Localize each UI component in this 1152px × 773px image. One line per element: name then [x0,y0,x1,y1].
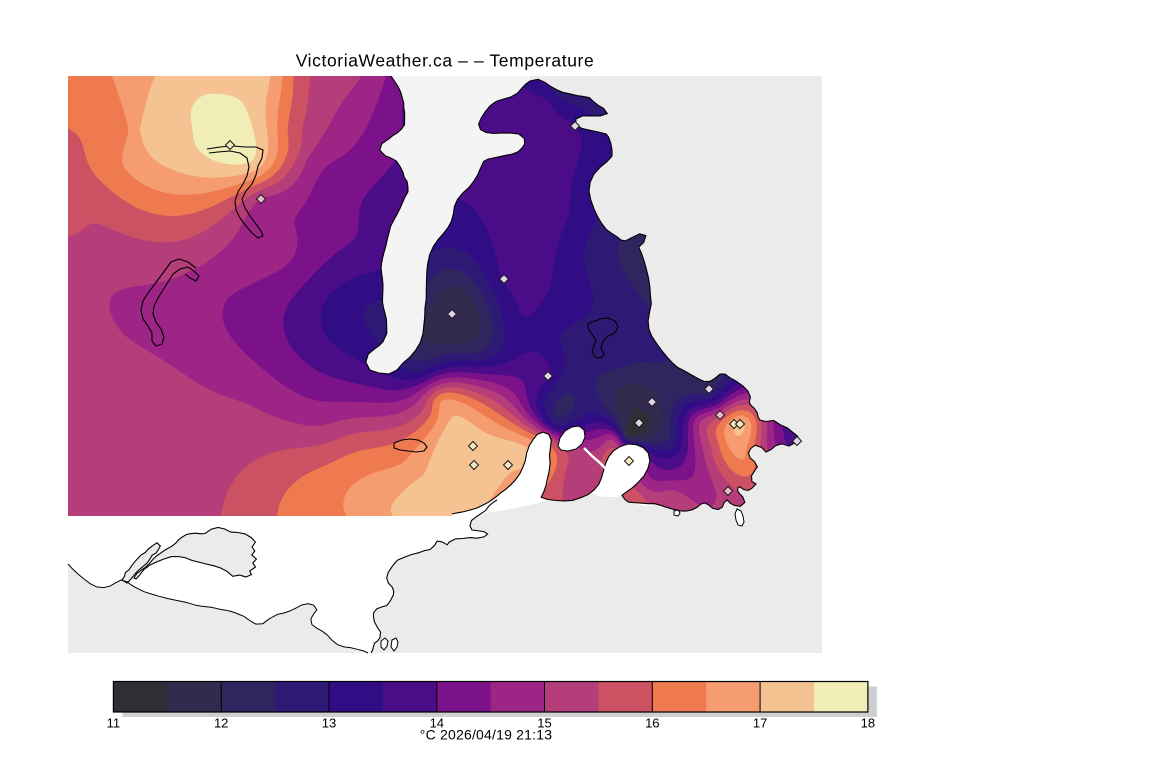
svg-text:11: 11 [107,716,121,731]
svg-text:18: 18 [861,716,875,731]
svg-text:16: 16 [645,716,659,731]
svg-text:°C 2026/04/19 21:13: °C 2026/04/19 21:13 [420,727,552,743]
svg-text:14: 14 [430,716,444,731]
svg-text:17: 17 [753,716,767,731]
svg-text:VictoriaWeather.ca – – Tempera: VictoriaWeather.ca – – Temperature [296,51,595,71]
svg-text:13: 13 [322,716,336,731]
svg-text:12: 12 [214,716,228,731]
svg-text:15: 15 [537,716,551,731]
